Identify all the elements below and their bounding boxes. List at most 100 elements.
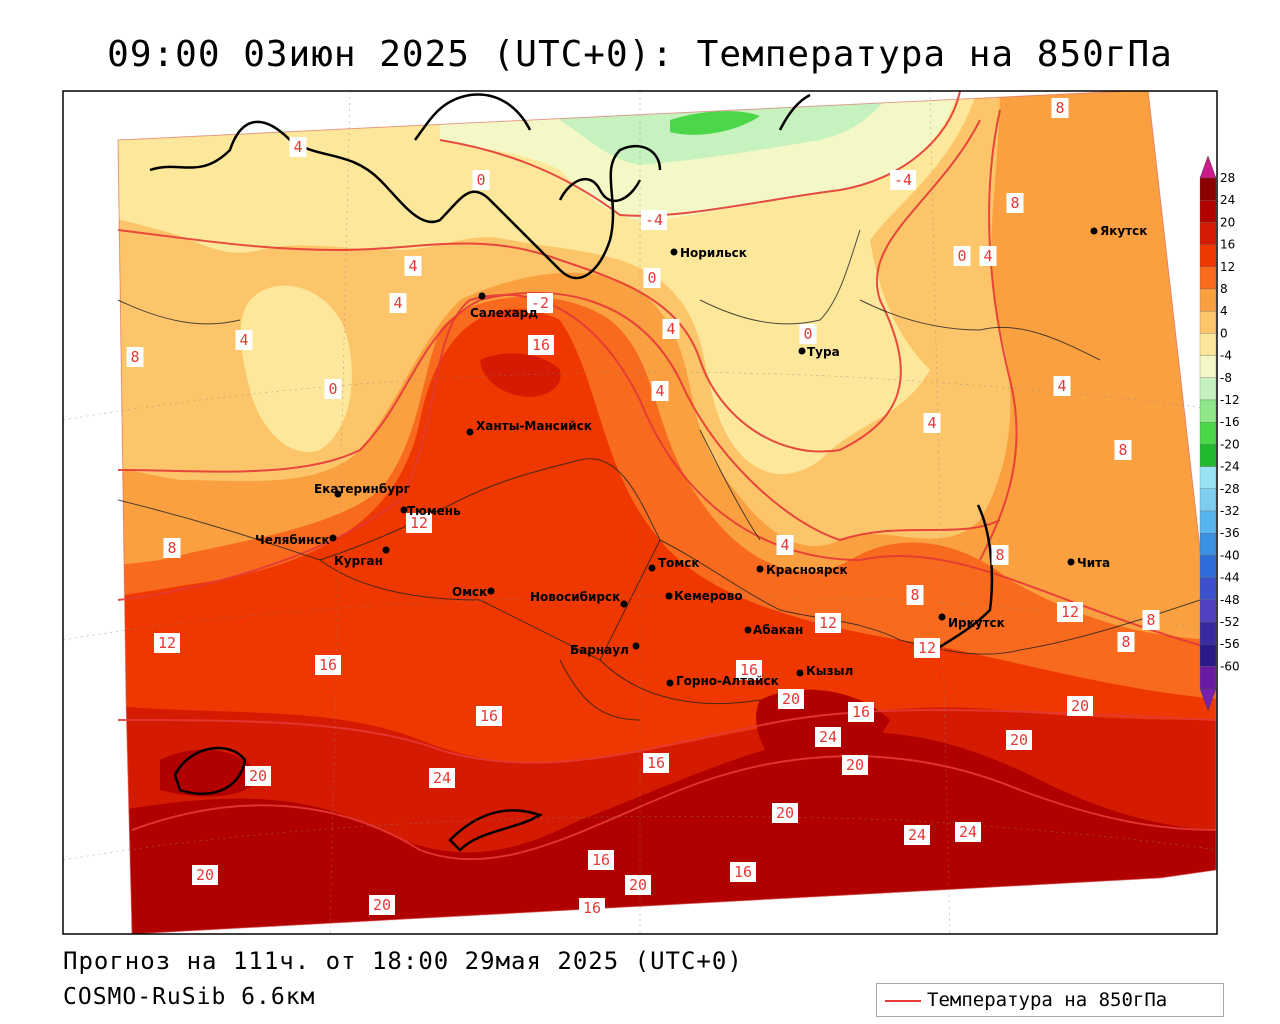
city-marker	[620, 600, 628, 608]
city-marker	[1090, 227, 1098, 235]
isotherm-label-box	[289, 137, 307, 157]
colorbar-swatch	[1199, 355, 1217, 378]
city-label: Барнаул	[570, 643, 629, 657]
colorbar-tick-label: -40	[1220, 548, 1240, 562]
city-label: Челябинск	[255, 533, 330, 547]
colorbar-swatch	[1199, 488, 1217, 512]
isotherm-label: 0	[476, 171, 485, 189]
map-frame	[62, 90, 1218, 935]
colorbar-swatch	[1199, 444, 1217, 467]
isotherm-label: 12	[1061, 603, 1079, 621]
colorbar-tick-label: 0	[1220, 326, 1228, 340]
isotherm-label: -4	[645, 211, 663, 229]
city-label: Красноярск	[766, 563, 848, 577]
isotherm-label-box	[1051, 98, 1069, 118]
colorbar-tick-label: -16	[1220, 415, 1240, 429]
forecast-text: Прогноз на 111ч. от 18:00 29мая 2025 (UT…	[63, 947, 743, 975]
isotherm-label-box	[404, 256, 422, 276]
colorbar-tick-label: 20	[1220, 215, 1235, 229]
city-label: Екатеринбург	[314, 482, 410, 496]
isotherm-label: 16	[319, 656, 337, 674]
isotherm-lines	[117, 91, 1217, 861]
isotherm-label: -4	[894, 171, 912, 189]
city-marker	[466, 428, 474, 436]
model-text: COSMO-RuSib 6.6км	[63, 984, 316, 1010]
isotherm-label-box	[1053, 376, 1071, 396]
temperature-field	[118, 91, 1216, 934]
city-label: Салехард	[470, 306, 538, 320]
isotherm-label-box	[914, 638, 940, 658]
legend-label: Температура на 850гПа	[927, 989, 1168, 1011]
city-label: Курган	[334, 554, 383, 568]
isotherm-label-box	[643, 268, 661, 288]
isotherm-label-box	[245, 766, 271, 786]
isotherm-label: 20	[196, 866, 214, 884]
isotherm-label: 4	[780, 536, 789, 554]
colorbar-swatch	[1199, 222, 1217, 245]
colorbar-tick-label: -56	[1220, 637, 1240, 651]
city-marker	[400, 506, 408, 514]
isotherm-label-box	[906, 585, 924, 605]
city-label: Тюмень	[407, 504, 461, 518]
colorbar-tick-label: -52	[1220, 615, 1240, 629]
isotherm-label: 8	[1055, 99, 1064, 117]
isotherm-label: 4	[1057, 377, 1066, 395]
isotherm-label-box	[154, 633, 180, 653]
city-marker	[744, 626, 752, 634]
isotherm-label-box	[1006, 730, 1032, 750]
isotherm-label: 20	[249, 767, 267, 785]
isotherm-label-box	[389, 293, 407, 313]
isotherm-label: 8	[1010, 194, 1019, 212]
city-marker	[666, 679, 674, 687]
isotherm-label: 20	[1010, 731, 1028, 749]
isotherm-label-box	[662, 319, 680, 339]
isotherm-label: 8	[167, 539, 176, 557]
isotherm-label-box	[1006, 193, 1024, 213]
city-marker	[1067, 558, 1075, 566]
city-marker	[796, 669, 804, 677]
colorbar-min-arrow	[1199, 688, 1217, 712]
isotherm-label-box	[476, 706, 502, 726]
colorbar-tick-label: 24	[1220, 193, 1235, 207]
colorbar-tick-label: 28	[1220, 171, 1235, 185]
city-label: Кызыл	[806, 664, 853, 678]
isotherm-label-box	[815, 727, 841, 747]
city-marker	[756, 565, 764, 573]
city-label: Иркутск	[948, 616, 1005, 630]
isotherm-label: 24	[433, 769, 451, 787]
city-label: Чита	[1077, 556, 1110, 570]
city-marker	[334, 490, 342, 498]
city-marker	[478, 292, 486, 300]
isotherm-label: 16	[592, 851, 610, 869]
colorbar-swatch	[1199, 599, 1217, 623]
colorbar-tick-label: 4	[1220, 304, 1228, 318]
isotherm-label-box	[641, 210, 667, 230]
colorbar-swatch	[1199, 533, 1217, 556]
map-title: 09:00 03июн 2025 (UTC+0): Температура на…	[107, 34, 1173, 75]
colorbar-swatch	[1199, 422, 1217, 445]
isotherm-label: 4	[393, 294, 402, 312]
isotherm-label: 12	[410, 514, 428, 532]
isotherm-label-box	[315, 655, 341, 675]
isotherm-label-box	[953, 246, 971, 266]
isotherm-label-box	[369, 895, 395, 915]
isotherm-label-box	[842, 755, 868, 775]
isotherm-label-box	[1117, 632, 1135, 652]
isotherm-label-box	[643, 753, 669, 773]
city-marker	[329, 534, 337, 542]
isotherm-label: 8	[1118, 441, 1127, 459]
isotherm-label: 0	[328, 380, 337, 398]
city-label: Абакан	[753, 623, 803, 637]
isotherm-label-box	[955, 822, 981, 842]
isotherm-label: 4	[927, 414, 936, 432]
colorbar-tick-label: -28	[1220, 482, 1240, 496]
isotherm-label: 20	[373, 896, 391, 914]
city-marker	[648, 564, 656, 572]
graticule	[63, 91, 1217, 934]
isotherm-label: 16	[532, 336, 550, 354]
colorbar-swatch	[1199, 377, 1217, 401]
isotherm-label: 0	[803, 325, 812, 343]
isotherm-label: 8	[1146, 611, 1155, 629]
